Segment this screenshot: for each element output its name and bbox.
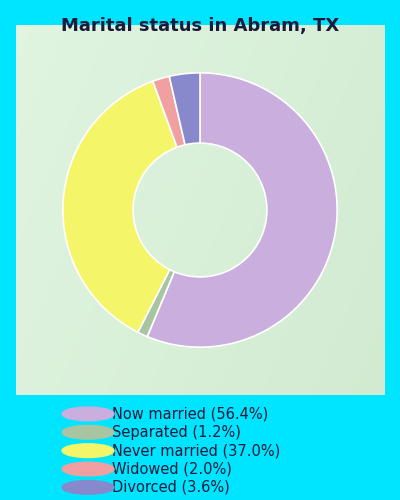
Wedge shape — [138, 270, 174, 336]
Text: Widowed (2.0%): Widowed (2.0%) — [112, 462, 232, 476]
Wedge shape — [63, 81, 177, 332]
Circle shape — [62, 480, 114, 494]
Text: Marital status in Abram, TX: Marital status in Abram, TX — [61, 18, 339, 36]
Circle shape — [62, 462, 114, 476]
Wedge shape — [153, 76, 185, 147]
Circle shape — [62, 426, 114, 439]
Circle shape — [62, 444, 114, 458]
Text: Separated (1.2%): Separated (1.2%) — [112, 425, 241, 440]
Text: Now married (56.4%): Now married (56.4%) — [112, 406, 268, 422]
Text: Never married (37.0%): Never married (37.0%) — [112, 443, 280, 458]
Circle shape — [62, 407, 114, 420]
Wedge shape — [147, 73, 337, 347]
Text: Divorced (3.6%): Divorced (3.6%) — [112, 480, 230, 495]
Wedge shape — [169, 73, 200, 145]
